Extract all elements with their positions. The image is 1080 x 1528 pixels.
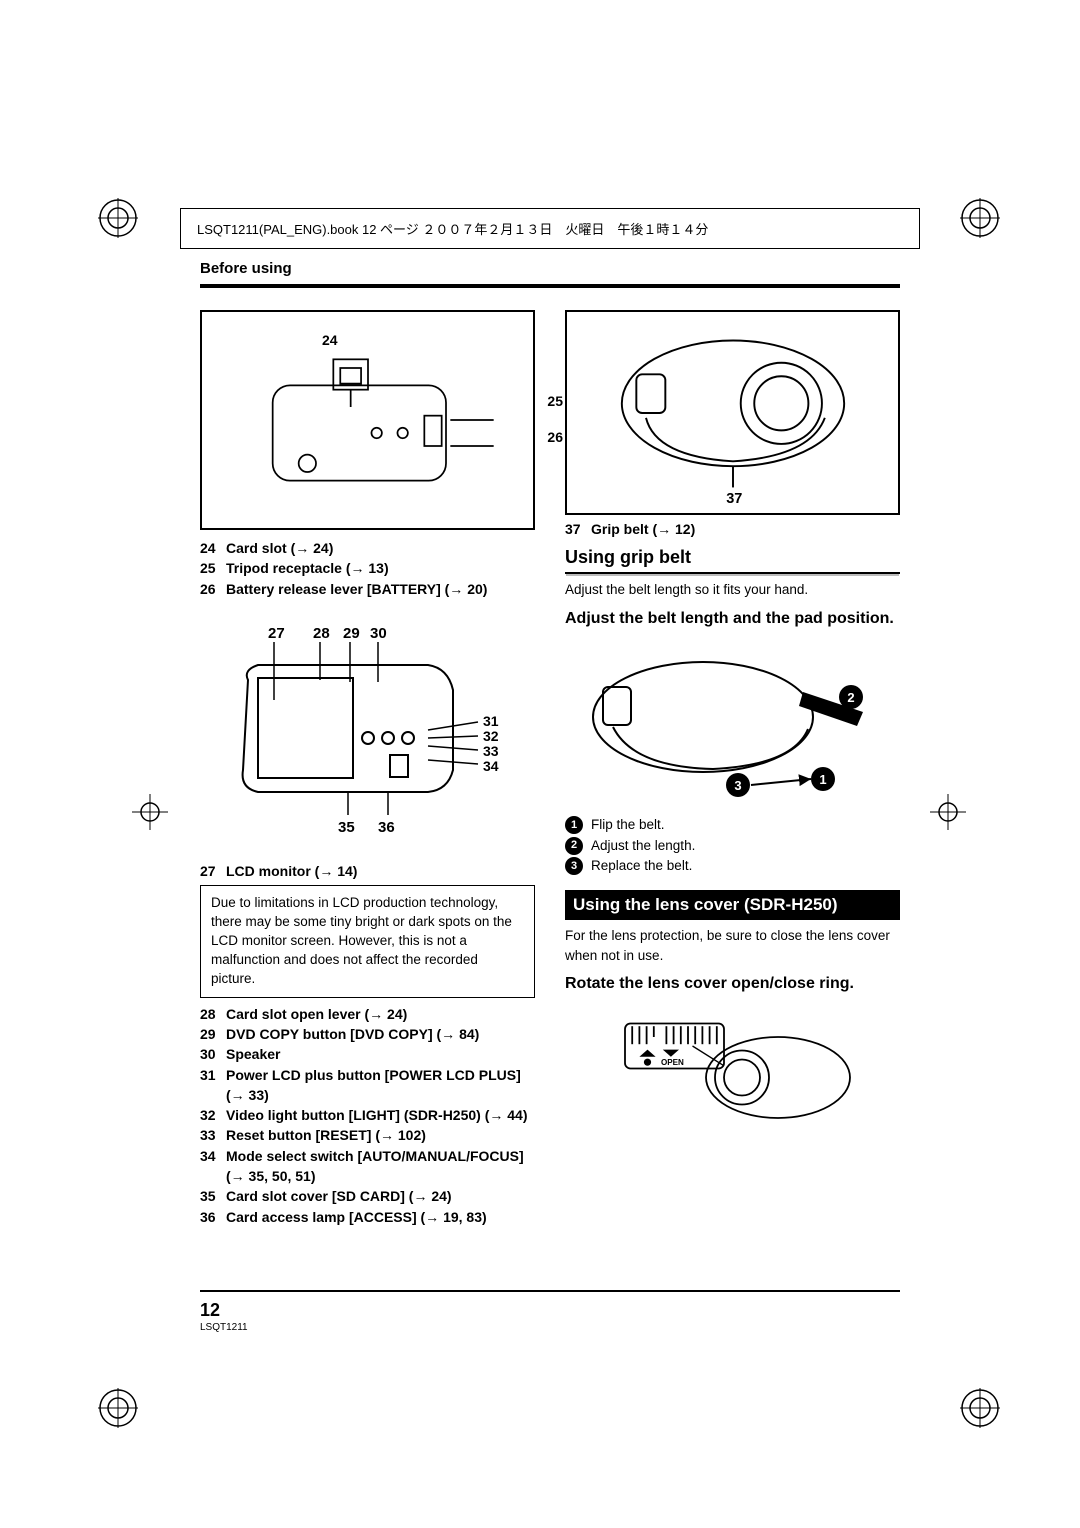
fig1-label-24: 24 xyxy=(322,332,338,348)
fig1-label-26: 26 xyxy=(547,428,563,448)
text-lens-cover: For the lens protection, be sure to clos… xyxy=(565,926,900,965)
figure-adjust-belt: 2 3 1 xyxy=(565,637,900,807)
reg-mark-tl xyxy=(98,198,138,238)
heading-lens-cover: Using the lens cover (SDR-H250) xyxy=(565,890,900,920)
figure-grip-belt: 37 xyxy=(565,310,900,515)
svg-text:30: 30 xyxy=(370,625,387,642)
svg-text:27: 27 xyxy=(268,625,285,642)
doc-code: LSQT1211 xyxy=(200,1322,248,1333)
svg-text:36: 36 xyxy=(378,819,395,836)
svg-text:28: 28 xyxy=(313,625,330,642)
section-header: Before using xyxy=(200,260,292,277)
svg-text:37: 37 xyxy=(726,490,742,506)
step-adjust: Adjust the belt length and the pad posit… xyxy=(565,608,900,630)
svg-text:OPEN: OPEN xyxy=(661,1058,684,1067)
reg-mark-br xyxy=(960,1388,1000,1428)
svg-text:29: 29 xyxy=(343,625,360,642)
header-frame: LSQT1211(PAL_ENG).book 12 ページ ２００７年２月１３日… xyxy=(180,208,920,249)
lcd-info-box: Due to limitations in LCD production tec… xyxy=(200,885,535,997)
step-lens: Rotate the lens cover open/close ring. xyxy=(565,973,900,995)
svg-text:3: 3 xyxy=(734,778,741,793)
reg-mark-tr xyxy=(960,198,1000,238)
list-24-26: 24Card slot (→ 24) 25Tripod receptacle (… xyxy=(200,538,535,599)
svg-text:35: 35 xyxy=(338,819,355,836)
reg-mark-bl xyxy=(98,1388,138,1428)
item-37: 37Grip belt (→ 12) xyxy=(565,519,900,539)
section-rule xyxy=(200,284,900,288)
page-number: 12 xyxy=(200,1300,220,1321)
svg-text:1: 1 xyxy=(819,772,826,787)
footer-rule xyxy=(200,1290,900,1292)
text-grip-belt: Adjust the belt length so it fits your h… xyxy=(565,580,900,600)
svg-text:32: 32 xyxy=(483,728,499,744)
fig1-label-25: 25 xyxy=(547,392,563,412)
right-column: 37 37Grip belt (→ 12) Using grip belt Ad… xyxy=(565,310,900,1227)
cross-mark-right xyxy=(930,794,966,830)
svg-text:33: 33 xyxy=(483,743,499,759)
cross-mark-left xyxy=(132,794,168,830)
figure-lens-cover: OPEN xyxy=(565,1003,900,1143)
header-line: LSQT1211(PAL_ENG).book 12 ページ ２００７年２月１３日… xyxy=(197,222,708,237)
svg-text:34: 34 xyxy=(483,758,499,774)
figure-lcd-side: 27 28 29 30 31 32 33 xyxy=(200,605,535,855)
left-column: 24 25 26 24Card slot (→ 24) 25Tripod rec… xyxy=(200,310,535,1227)
circ-list: 1Flip the belt. 2Adjust the length. 3Rep… xyxy=(565,815,900,876)
content-columns: 24 25 26 24Card slot (→ 24) 25Tripod rec… xyxy=(200,310,900,1227)
list-28-36: 28Card slot open lever (→ 24) 29DVD COPY… xyxy=(200,1004,535,1227)
svg-text:2: 2 xyxy=(847,690,854,705)
svg-text:31: 31 xyxy=(483,713,499,729)
heading-grip-belt: Using grip belt xyxy=(565,547,900,574)
item-27: 27LCD monitor (→ 14) xyxy=(200,861,535,881)
figure-card-slot: 24 25 26 xyxy=(200,310,535,530)
